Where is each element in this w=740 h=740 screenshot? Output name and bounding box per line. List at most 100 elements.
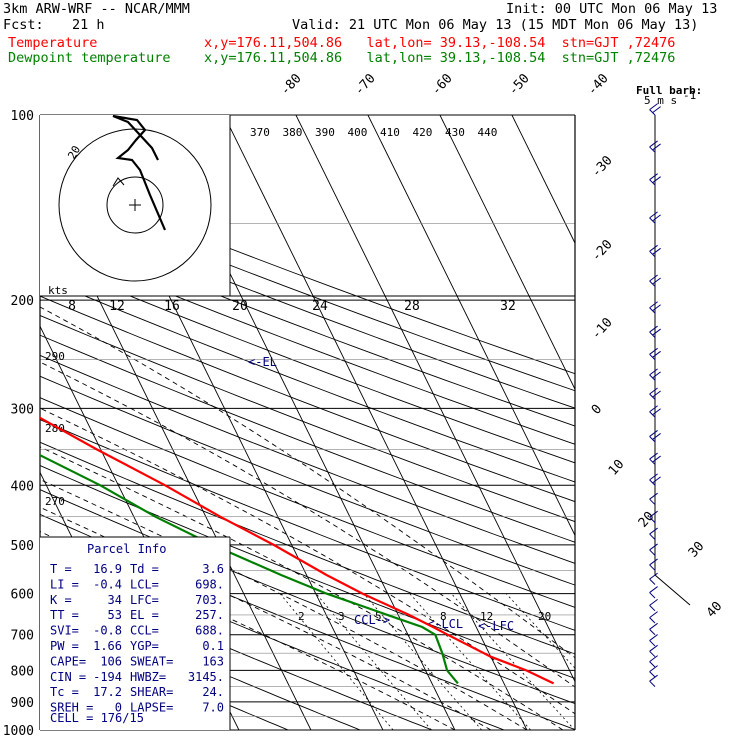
mixing-ratio-label: 3	[338, 610, 345, 623]
isotherm-line	[295, 115, 575, 683]
speed-label: 8	[68, 299, 76, 314]
parcel-value: 24.	[202, 685, 224, 699]
pressure-label-1000: 1000	[3, 724, 34, 739]
isotherm-label: -70	[352, 71, 379, 98]
parcel-key: YGP=	[130, 639, 159, 653]
wind-barb-flag	[652, 408, 661, 416]
barb-legend-exponent: -1	[683, 89, 696, 102]
parcel-key: TT =	[50, 608, 79, 622]
theta-label: 380	[283, 126, 303, 139]
el-annotation: <-EL	[248, 355, 277, 369]
wind-barb-flag	[649, 543, 658, 551]
init-time: Init: 00 UTC Mon 06 May 13	[506, 1, 718, 17]
temperature-profile	[40, 416, 555, 685]
wind-barb-flag	[649, 655, 658, 663]
wind-barb	[649, 393, 656, 400]
pressure-label-900: 900	[11, 696, 34, 711]
mixing-ratio-line	[279, 593, 394, 730]
wind-barb-flag	[652, 390, 661, 398]
parcel-cell: CELL = 176/15	[50, 711, 144, 725]
wind-barb-flag	[649, 405, 658, 413]
wind-barb	[649, 436, 656, 443]
wind-barb	[649, 671, 656, 678]
parcel-value: 1.66	[93, 639, 122, 653]
mixing-ratio-label: 8	[440, 610, 447, 623]
wind-barb-flag	[652, 214, 661, 222]
wind-barb-flag	[649, 244, 658, 252]
parcel-key: EL =	[130, 608, 159, 622]
parcel-value: 17.2	[93, 685, 122, 699]
parcel-key: CCL=	[130, 624, 159, 638]
wind-barb	[649, 650, 656, 658]
wind-barb-flag	[652, 106, 661, 113]
speed-label: 20	[232, 299, 248, 314]
wind-barb-flag	[652, 328, 661, 336]
wind-barb	[649, 498, 656, 505]
wind-barb-flag	[652, 277, 661, 285]
wind-barb-flag	[649, 368, 658, 376]
wind-barb-flag	[649, 452, 658, 460]
isotherm-label: 20	[636, 509, 658, 531]
isotherm-label: -60	[429, 71, 456, 98]
pressure-label-600: 600	[11, 588, 34, 603]
pressure-label-300: 300	[11, 402, 34, 417]
wind-barb	[649, 179, 656, 186]
ccl-annotation: CCL->	[354, 613, 390, 627]
isotherm-label: -40	[585, 71, 612, 98]
theta-label: 440	[478, 126, 498, 139]
wind-barb-flag	[652, 476, 661, 484]
parcel-value: 0.1	[202, 639, 224, 653]
lfc-annotation: <-LFC	[478, 619, 514, 633]
mixing-ratio-label: 2	[298, 610, 305, 623]
wind-barb-flag	[649, 527, 658, 535]
parcel-key: LCL=	[130, 577, 159, 591]
parcel-key: CIN =	[50, 670, 86, 684]
isotherm-line	[511, 115, 575, 245]
wind-barb-flag	[649, 140, 658, 148]
wind-barb-flag	[649, 103, 658, 110]
wind-barb	[649, 661, 656, 668]
wind-barb-flag	[652, 350, 661, 358]
parcel-value: 16.9	[93, 562, 122, 576]
wind-barb	[649, 250, 656, 258]
parcel-value: 3.6	[202, 562, 224, 576]
wind-barb-flag	[652, 433, 661, 440]
wind-barb	[649, 628, 656, 636]
parcel-value: 698.	[195, 577, 224, 591]
dewpoint-profile	[40, 453, 459, 685]
theta-label: 390	[315, 126, 335, 139]
wind-barb-flag	[649, 634, 658, 641]
hodograph-ring	[106, 176, 164, 234]
wind-barb-flag	[649, 674, 658, 682]
wind-barb	[649, 374, 656, 381]
wind-barb-flag	[649, 274, 658, 282]
wind-barb-flag	[649, 611, 658, 619]
parcel-value: 7.0	[202, 701, 224, 715]
pressure-label-700: 700	[11, 629, 34, 644]
mixing-ratio-label: 5	[375, 610, 382, 623]
theta-left-label: 280	[45, 422, 65, 435]
wind-barb-column	[649, 103, 691, 687]
wind-barb	[649, 331, 656, 338]
parcel-info-box: Parcel Info T = 16.9 Td = 3.6 LI = -0.4 LCL= 698…	[40, 536, 231, 730]
wind-column-axis	[654, 115, 691, 606]
hodograph: 20 kts	[40, 114, 575, 297]
parcel-value: 53	[108, 608, 122, 622]
wind-barb	[649, 109, 656, 116]
isotherm-label: -80	[278, 71, 305, 98]
hodograph-marker	[112, 177, 125, 187]
speed-label: 24	[312, 299, 328, 314]
theta-label: 400	[348, 126, 368, 139]
parcel-key: CAPE=	[50, 654, 86, 668]
parcel-key: Td =	[130, 562, 159, 576]
hodograph-trace	[112, 114, 167, 231]
parcel-key: LI =	[50, 577, 79, 591]
mixing-ratio-line	[505, 593, 575, 669]
parcel-key: HWBZ=	[130, 670, 166, 684]
wind-barb-flag	[649, 430, 658, 437]
parcel-key: LFC=	[130, 593, 159, 607]
parcel-key: SHEAR=	[130, 685, 173, 699]
parcel-value: -0.4	[93, 577, 122, 591]
barb-legend-title: Full barb:	[636, 84, 702, 97]
isotherm-line	[367, 115, 575, 537]
